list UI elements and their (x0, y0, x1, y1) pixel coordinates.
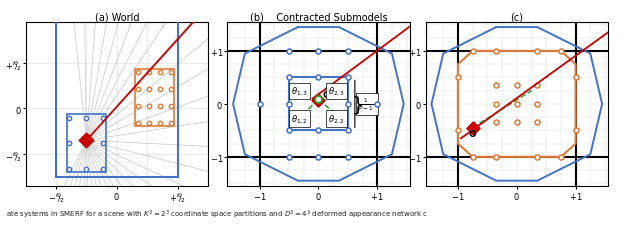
Point (81, 139, 92, 143)
Point (532, 50, 543, 54)
Point (453, 129, 463, 133)
Text: $\theta_{1,3}$: $\theta_{1,3}$ (291, 85, 308, 98)
Point (314, 76, 323, 80)
Point (64, 116, 74, 120)
Point (532, 103, 543, 106)
Point (314, 129, 323, 133)
Point (144, 88, 154, 91)
Point (132, 88, 143, 91)
Point (512, 103, 522, 106)
Point (155, 71, 165, 75)
Point (314, 98, 323, 102)
Bar (56, 18, 177, 177)
Title: (c): (c) (510, 12, 524, 22)
Point (144, 105, 154, 108)
Point (284, 103, 294, 106)
Point (556, 50, 566, 54)
Point (155, 105, 165, 108)
Point (491, 50, 501, 54)
Text: ate systems in SMERF for a scene with $K^3 = 2^3$ coordinate space partitions an: ate systems in SMERF for a scene with $K… (6, 208, 428, 220)
Point (532, 155, 543, 159)
Point (284, 76, 294, 80)
Point (166, 105, 177, 108)
Point (155, 88, 165, 91)
Point (314, 155, 323, 159)
Text: $\frac{1}{P-1}$: $\frac{1}{P-1}$ (358, 96, 375, 113)
Point (556, 155, 566, 159)
Point (99, 116, 109, 120)
Point (284, 129, 294, 133)
Point (491, 155, 501, 159)
Point (453, 76, 463, 80)
Point (284, 155, 294, 159)
Title: (b)    Contracted Submodels: (b) Contracted Submodels (250, 12, 387, 22)
Point (570, 76, 580, 80)
Point (491, 103, 501, 106)
Point (372, 103, 382, 106)
Point (166, 71, 177, 75)
Bar (135, 69, 173, 127)
Point (342, 76, 353, 80)
Point (155, 121, 165, 125)
Text: $\mathbf{O}$: $\mathbf{O}$ (468, 127, 477, 138)
Text: $\theta_{1,2}$: $\theta_{1,2}$ (291, 113, 308, 125)
Point (144, 71, 154, 75)
Point (166, 88, 177, 91)
Point (314, 50, 323, 54)
Point (132, 105, 143, 108)
Point (284, 50, 294, 54)
Point (132, 71, 143, 75)
Bar (67, 114, 106, 173)
Point (81, 142, 92, 145)
Point (468, 126, 478, 130)
Point (144, 121, 154, 125)
Point (314, 98, 323, 101)
Point (491, 84, 501, 88)
Point (532, 121, 543, 125)
Point (99, 167, 109, 171)
Title: (a) World: (a) World (95, 12, 139, 22)
Point (342, 50, 353, 54)
Point (532, 84, 543, 88)
Point (342, 103, 353, 106)
Text: $\theta_{2,2}$: $\theta_{2,2}$ (328, 113, 345, 125)
Point (166, 121, 177, 125)
Point (99, 142, 109, 145)
Text: $\theta_{2,3}$: $\theta_{2,3}$ (328, 85, 345, 98)
Point (64, 167, 74, 171)
Text: }: } (352, 95, 364, 114)
Point (64, 142, 74, 145)
Bar (289, 78, 348, 131)
Point (512, 121, 522, 125)
Point (342, 129, 353, 133)
Point (342, 155, 353, 159)
Text: $\mathbf{O}$: $\mathbf{O}$ (322, 89, 331, 100)
Point (468, 50, 478, 54)
Point (491, 121, 501, 125)
Point (132, 121, 143, 125)
Point (81, 116, 92, 120)
Point (512, 84, 522, 88)
Point (81, 167, 92, 171)
Point (570, 129, 580, 133)
Point (468, 155, 478, 159)
Point (255, 103, 265, 106)
